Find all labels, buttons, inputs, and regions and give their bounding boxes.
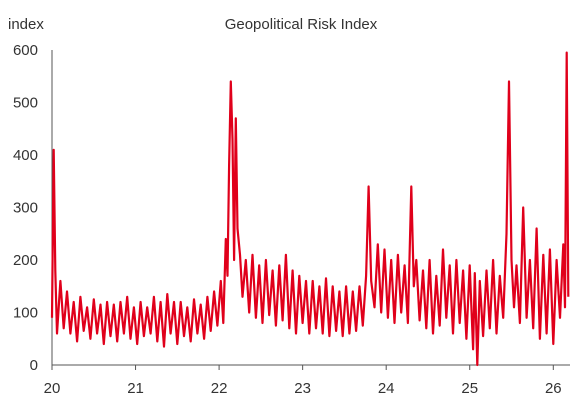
x-tick-label: 23 <box>294 380 311 397</box>
x-tick-label: 20 <box>44 380 61 397</box>
y-tick-label: 200 <box>13 252 38 269</box>
y-tick-label: 0 <box>30 357 38 374</box>
series-line <box>50 51 570 367</box>
x-tick-marks <box>51 365 554 370</box>
x-tick-label: 22 <box>211 380 228 397</box>
y-tick-label: 600 <box>13 42 38 59</box>
y-tick-labels: 0 100 200 300 400 500 600 <box>13 42 38 374</box>
y-axis-label: index <box>8 16 44 33</box>
x-tick-label: 24 <box>378 380 395 397</box>
x-tick-label: 26 <box>545 380 562 397</box>
x-tick-label: 21 <box>127 380 144 397</box>
y-tick-label: 500 <box>13 95 38 112</box>
x-tick-label: 25 <box>461 380 478 397</box>
y-tick-label: 300 <box>13 200 38 217</box>
y-tick-label: 400 <box>13 147 38 164</box>
x-tick-labels: 20 21 22 23 24 25 26 <box>44 380 562 397</box>
chart-title: Geopolitical Risk Index <box>224 16 378 33</box>
y-tick-label: 100 <box>13 305 38 322</box>
